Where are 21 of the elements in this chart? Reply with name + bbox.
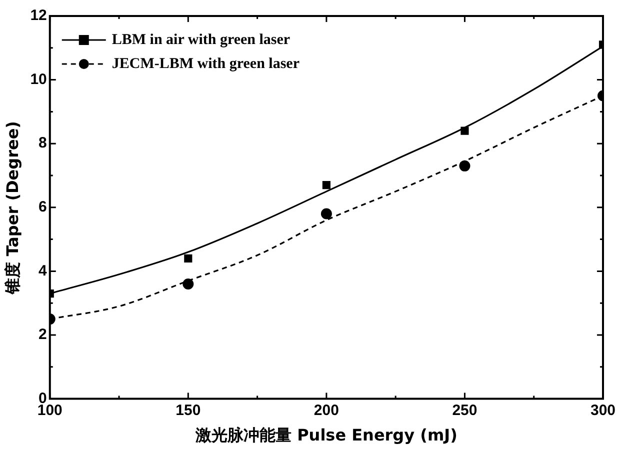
y-tick-label: 4	[38, 262, 48, 280]
y-tick-label: 2	[38, 326, 47, 344]
point	[182, 278, 194, 290]
x-tick-label: 200	[314, 402, 339, 419]
point	[459, 160, 470, 172]
point	[460, 126, 469, 135]
y-axis-title: 锥度 Taper (Degree)	[2, 121, 22, 295]
x-axis-title: 激光脉冲能量 Pulse Energy (mJ)	[194, 426, 458, 445]
x-tick-label: 100	[37, 402, 62, 419]
point	[184, 254, 192, 262]
x-tick-label: 150	[176, 402, 201, 419]
point	[320, 208, 332, 220]
y-tick-label: 6	[38, 198, 47, 216]
y-tick-label: 12	[30, 7, 47, 24]
y-tick-label: 10	[30, 70, 47, 88]
x-tick-label: 300	[590, 402, 616, 419]
x-tick-label: 250	[452, 402, 478, 419]
y-tick-label: 8	[38, 134, 47, 152]
legend-label: JECM-LBM with green laser	[112, 56, 300, 72]
legend-label: LBM in air with green laser	[112, 32, 290, 48]
point	[322, 181, 330, 190]
